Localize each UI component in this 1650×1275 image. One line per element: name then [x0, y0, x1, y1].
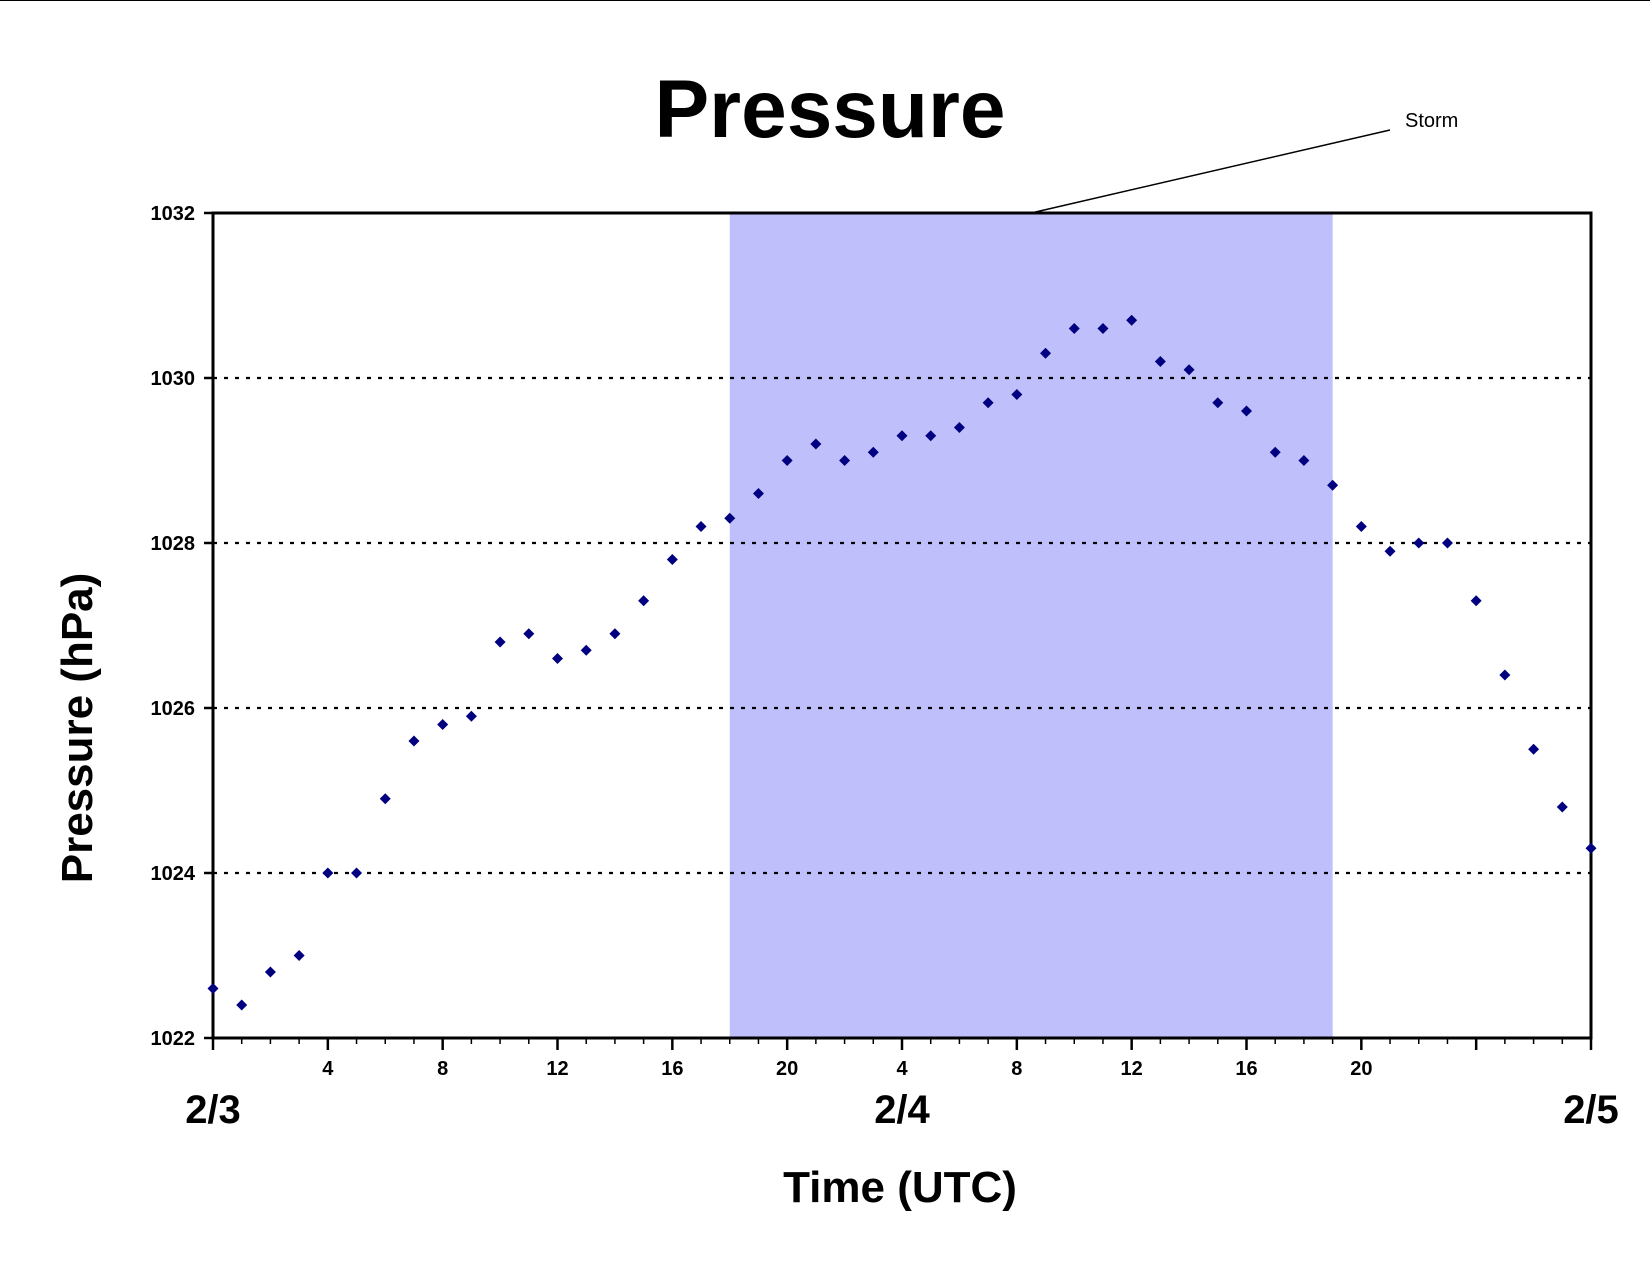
y-tick-label: 1022 [151, 1028, 196, 1050]
date-labels: 2/3 2/4 2/5 [185, 1088, 1619, 1132]
x-tick-label: 8 [437, 1058, 448, 1080]
data-point [1470, 595, 1482, 607]
data-point [379, 793, 391, 805]
data-point [552, 653, 563, 664]
data-point [1413, 537, 1425, 549]
data-point [609, 628, 621, 640]
x-axis-title: Time (UTC) [783, 1163, 1017, 1212]
data-point [322, 867, 334, 879]
data-point [293, 950, 305, 961]
x-tick-label: 12 [1121, 1058, 1143, 1080]
data-point [494, 636, 506, 648]
data-point [1499, 669, 1511, 681]
y-tick-label: 1030 [151, 368, 196, 390]
data-point [982, 397, 994, 409]
data-point [1040, 347, 1052, 359]
data-point [810, 438, 822, 450]
data-point [839, 455, 851, 466]
data-point [896, 430, 908, 442]
data-point [465, 710, 477, 722]
storm-annotation: Storm [1405, 110, 1458, 132]
data-point [781, 455, 793, 466]
y-tick-label: 1028 [151, 533, 196, 555]
data-point [1097, 323, 1109, 334]
data-point [1154, 356, 1166, 367]
chart-title: Pressure [654, 64, 1005, 155]
data-point [264, 966, 276, 978]
data-point [1355, 521, 1367, 532]
data-point [638, 595, 650, 607]
y-tick-label: 1026 [151, 698, 196, 720]
x-tick-label: 20 [1350, 1058, 1372, 1080]
data-point [1441, 537, 1453, 549]
data-point [1556, 801, 1568, 813]
data-point [408, 735, 420, 747]
storm-region-layer [729, 213, 1333, 1038]
data-point [1298, 455, 1310, 466]
data-point [1011, 389, 1023, 400]
x-tick-label: 16 [661, 1058, 683, 1080]
y-tick-label: 1032 [151, 203, 196, 225]
data-point [1585, 842, 1597, 854]
x-tick-label: 8 [1011, 1058, 1022, 1080]
data-point [953, 422, 965, 433]
data-point [925, 430, 937, 442]
data-point [695, 521, 707, 532]
data-point [1068, 323, 1080, 334]
data-point [1528, 743, 1540, 755]
storm-leader-line [1031, 129, 1391, 214]
storm-shaded-region [729, 213, 1333, 1038]
data-point [1241, 405, 1252, 417]
x-tick-label: 12 [546, 1058, 568, 1080]
data-point [1269, 446, 1281, 458]
x-tick-label: 20 [776, 1058, 798, 1080]
axes [204, 211, 1593, 1050]
x-tick-label: 4 [322, 1058, 334, 1080]
date-label: 2/4 [874, 1088, 930, 1132]
data-points [207, 314, 1597, 1011]
data-point [724, 512, 736, 524]
date-label: 2/3 [185, 1088, 241, 1132]
y-axis-title: Pressure (hPa) [53, 573, 102, 884]
y-tick-labels: 1022 1024 1026 1028 1030 1032 [151, 203, 196, 1050]
data-point [1183, 364, 1195, 376]
data-point [207, 983, 219, 994]
y-tick-label: 1024 [151, 863, 196, 885]
data-point [351, 867, 363, 879]
data-point [580, 644, 592, 656]
data-point [752, 488, 764, 499]
x-tick-label: 16 [1235, 1058, 1257, 1080]
data-point [236, 999, 248, 1011]
data-point [1384, 545, 1396, 557]
data-point [437, 719, 449, 730]
date-label: 2/5 [1563, 1088, 1619, 1132]
data-point [1212, 397, 1224, 409]
data-point [1327, 479, 1339, 491]
data-point [1126, 314, 1138, 326]
data-point [666, 554, 678, 565]
data-point [523, 628, 535, 640]
x-tick-labels: 4 8 12 16 20 4 8 12 16 20 [322, 1058, 1372, 1080]
data-point [867, 446, 879, 458]
x-tick-label: 4 [896, 1058, 908, 1080]
